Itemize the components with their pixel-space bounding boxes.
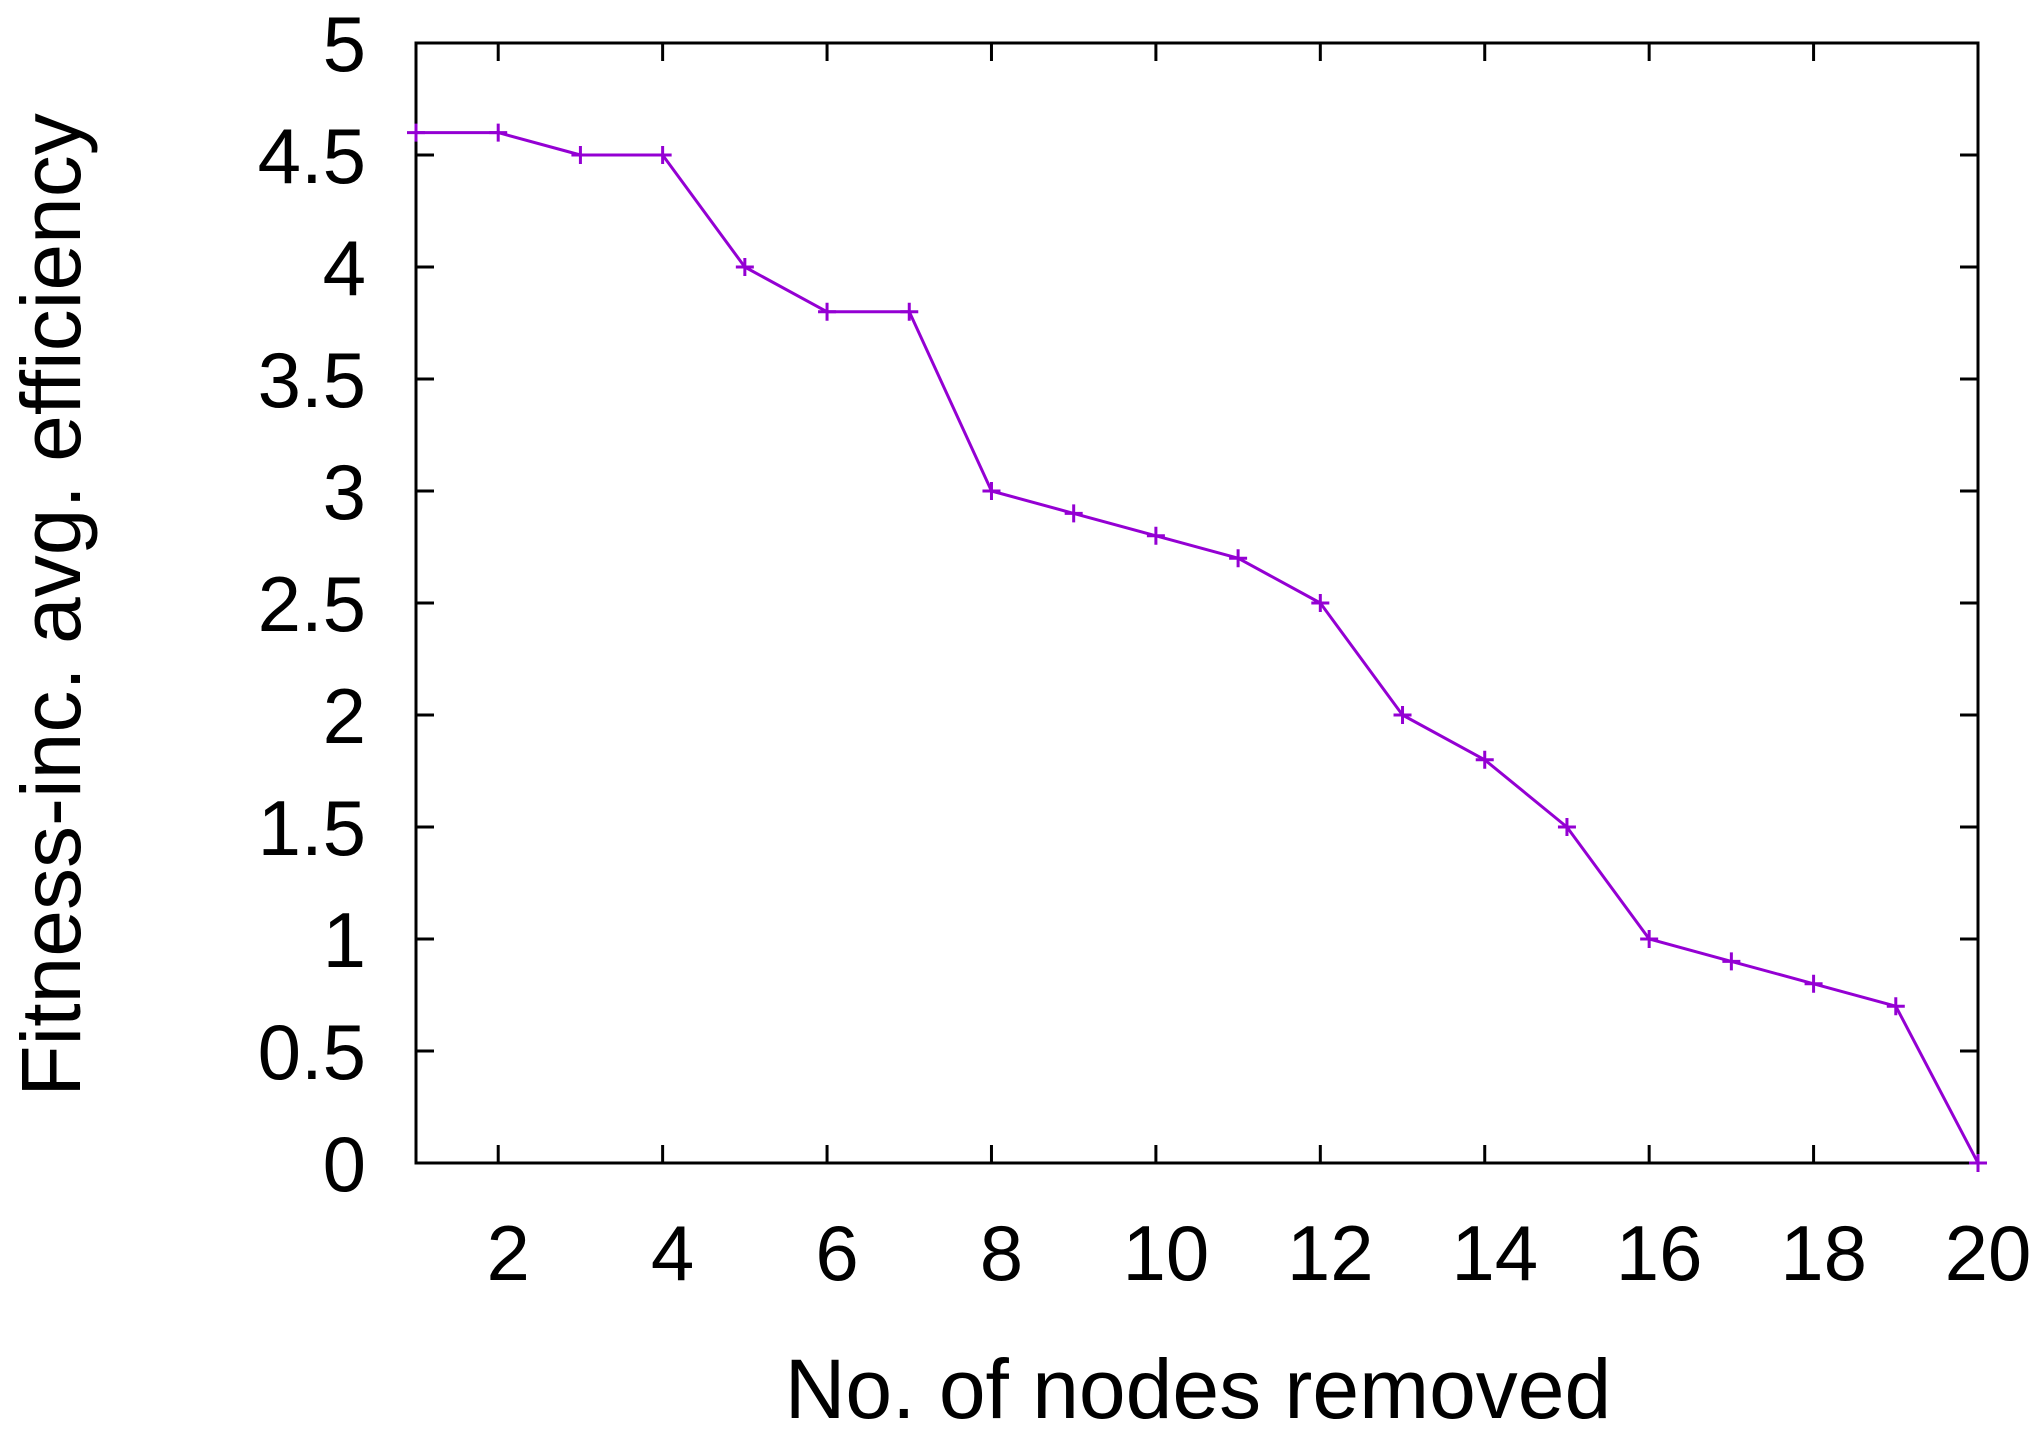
data-point-marker: [982, 482, 1001, 500]
plot-frame: [414, 41, 1980, 1165]
y-tick-label: 5: [323, 0, 366, 88]
series-line: [416, 131, 1980, 1164]
data-point-marker: [653, 146, 672, 164]
data-point-marker: [818, 302, 837, 321]
data-point-marker: [1640, 930, 1659, 948]
x-tick-label: 20: [1945, 1209, 2032, 1297]
data-point-marker: [900, 302, 919, 321]
x-tick-label: 16: [1616, 1209, 1703, 1297]
x-tick-label: 14: [1451, 1209, 1538, 1297]
data-point-marker: [1393, 706, 1412, 724]
y-tick-label: 1.5: [258, 784, 366, 872]
data-point-marker: [1475, 750, 1494, 769]
x-tick-label: 8: [980, 1209, 1023, 1297]
x-axis-label: No. of nodes removed: [785, 1342, 1611, 1432]
x-tick-label: 6: [815, 1209, 858, 1297]
y-tick-label: 0: [323, 1120, 366, 1208]
y-tick-label: 0.5: [258, 1008, 366, 1096]
data-point-marker: [489, 123, 508, 142]
data-point-marker: [1064, 504, 1083, 523]
y-tick-label: 4: [323, 224, 366, 312]
plot-layer: 0 0.5 1 1.5 2 2.5 3 3.5 4 4.5 5 2 4 6 8 10 12 14 16 18 20: [258, 0, 2032, 1297]
data-point-marker: [1804, 974, 1823, 993]
x-tick-label: 12: [1287, 1209, 1374, 1297]
data-point-marker: [1146, 526, 1165, 545]
data-point-marker: [1886, 997, 1905, 1016]
x-tick-label: 10: [1123, 1209, 1210, 1297]
data-point-marker: [1311, 594, 1330, 612]
y-tick-label: 1: [323, 896, 366, 984]
y-tick-label: 3.5: [258, 336, 366, 424]
x-tick-label: 2: [487, 1209, 530, 1297]
data-point-marker: [1229, 549, 1248, 568]
data-point-marker: [1969, 1154, 1987, 1172]
y-tick-label: 2: [323, 672, 366, 760]
data-point-marker: [571, 146, 590, 164]
x-tick-label: 4: [651, 1209, 694, 1297]
y-tick-label: 3: [323, 448, 366, 536]
data-point-marker: [407, 123, 425, 142]
y-axis-label: Fitness-inc. avg. efficiency: [4, 113, 98, 1097]
data-point-marker: [735, 258, 754, 276]
data-point-marker: [1722, 952, 1741, 971]
x-tick-label: 18: [1780, 1209, 1867, 1297]
y-tick-label: 2.5: [258, 560, 366, 648]
data-point-marker: [1557, 818, 1576, 836]
y-tick-label: 4.5: [258, 112, 366, 200]
